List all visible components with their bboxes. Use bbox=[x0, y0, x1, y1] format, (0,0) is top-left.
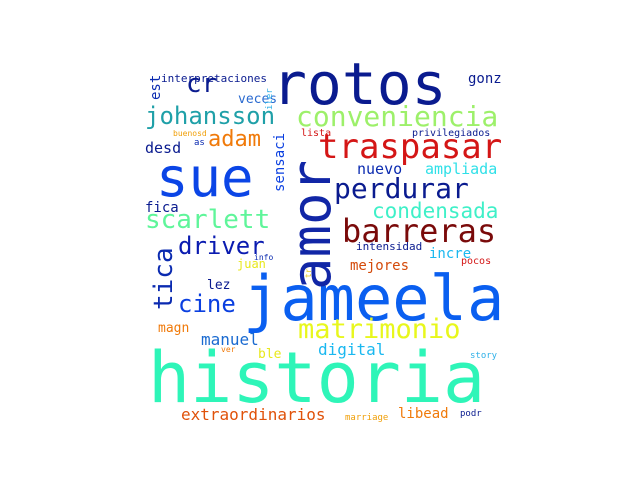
cloud-word-ampliada: ampliada bbox=[425, 160, 497, 178]
cloud-word-condensada: condensada bbox=[372, 199, 498, 223]
cloud-word-veces: veces bbox=[238, 92, 277, 107]
cloud-word-marriage: marriage bbox=[345, 413, 388, 423]
cloud-word-pocos: pocos bbox=[461, 256, 491, 267]
cloud-word-mejores: mejores bbox=[350, 258, 409, 274]
cloud-word-juan: juan bbox=[237, 257, 266, 271]
cloud-word-scarlett: scarlett bbox=[145, 205, 270, 235]
cloud-word-driver: driver bbox=[178, 232, 265, 260]
cloud-word-tica: tica bbox=[149, 247, 179, 310]
cloud-word-johansson: johansson bbox=[145, 102, 275, 130]
cloud-word-historia: historia bbox=[148, 337, 485, 419]
cloud-word-lista: lista bbox=[301, 128, 331, 139]
cloud-word-iler: iler bbox=[265, 88, 275, 110]
cloud-word-as: as bbox=[194, 138, 205, 148]
cloud-word-digital: digital bbox=[318, 340, 385, 359]
cloud-word-story: story bbox=[470, 351, 498, 361]
cloud-word-barreras: barreras bbox=[342, 212, 496, 250]
cloud-word-lez: lez bbox=[207, 278, 230, 293]
cloud-word-perdurar: perdurar bbox=[334, 172, 469, 205]
cloud-word-interpretaciones: interpretaciones bbox=[161, 72, 267, 85]
cloud-word-amor: amor bbox=[280, 160, 343, 290]
cloud-word-magn: magn bbox=[158, 321, 189, 336]
cloud-word-conveniencia: conveniencia bbox=[296, 100, 498, 133]
cloud-word-privilegiados: privilegiados bbox=[412, 128, 490, 139]
cloud-word-intensidad: intensidad bbox=[356, 240, 422, 253]
cloud-word-nuevo: nuevo bbox=[357, 160, 402, 178]
cloud-word-sensaci: sensaci bbox=[272, 133, 288, 192]
cloud-word-jameela: jameela bbox=[243, 262, 504, 335]
cloud-word-info: info bbox=[254, 253, 273, 262]
cloud-word-sue: sue bbox=[156, 146, 254, 209]
cloud-word-cine: cine bbox=[178, 290, 236, 318]
cloud-word-adam: adam bbox=[208, 127, 261, 152]
cloud-word-extraordinarios: extraordinarios bbox=[181, 405, 326, 424]
cloud-word-tr: tr bbox=[304, 268, 313, 278]
cloud-word-podr: podr bbox=[460, 409, 482, 419]
cloud-word-ble: ble bbox=[258, 347, 282, 362]
cloud-word-traspasar: traspasar bbox=[318, 127, 502, 167]
cloud-word-ver: ver bbox=[221, 345, 236, 354]
cloud-word-fica: fica bbox=[145, 200, 179, 216]
cloud-word-libead: libead bbox=[398, 406, 449, 422]
cloud-word-gonz: gonz bbox=[468, 71, 502, 87]
cloud-word-matrimonio: matrimonio bbox=[298, 314, 461, 345]
cloud-word-desd: desd bbox=[145, 139, 181, 157]
cloud-word-est: est bbox=[148, 75, 164, 100]
cloud-word-cr: cr bbox=[186, 69, 217, 99]
cloud-word-incre: incre bbox=[429, 246, 471, 262]
cloud-word-rotos: rotos bbox=[272, 50, 447, 118]
cloud-word-manuel: manuel bbox=[201, 330, 259, 349]
cloud-word-buenosd: buenosd bbox=[173, 129, 207, 138]
